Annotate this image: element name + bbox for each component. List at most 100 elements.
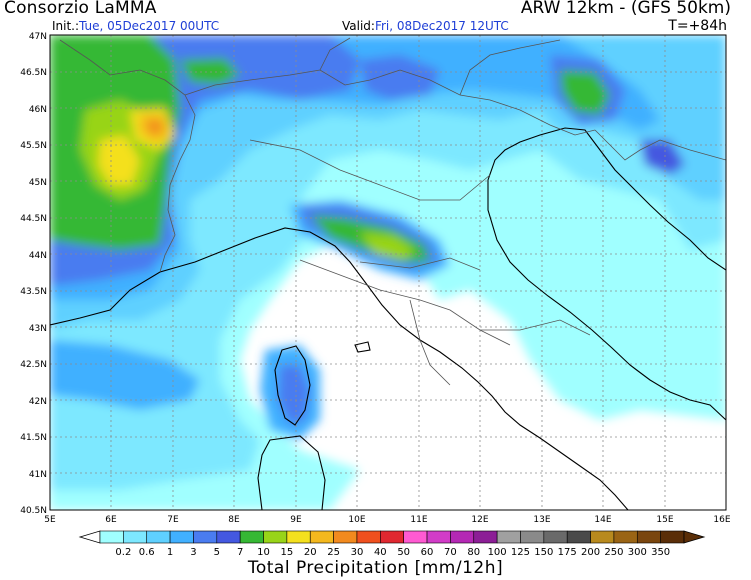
colorbar-label: 15	[281, 547, 294, 558]
colorbar-label: 30	[351, 547, 364, 558]
lat-tick: 46N	[29, 105, 47, 115]
colorbar-label: 40	[374, 547, 387, 558]
colorbar-label: 0.2	[115, 547, 131, 558]
colorbar-arrow-left	[78, 530, 101, 544]
valid-time: Valid:Fri, 08Dec2017 12UTC	[342, 19, 509, 33]
colorbar-swatch	[216, 530, 241, 544]
precip-area-c8b	[360, 232, 415, 260]
lat-tick: 45.5N	[20, 141, 47, 151]
lat-tick: 46.5N	[20, 68, 47, 78]
lon-tick: 5E	[44, 515, 56, 525]
colorbar-label: 250	[604, 547, 623, 558]
colorbar-label: 300	[628, 547, 647, 558]
colorbar-swatch	[169, 530, 194, 544]
colorbar-swatch	[309, 530, 334, 544]
colorbar-swatch	[473, 530, 498, 544]
colorbar-swatch	[496, 530, 521, 544]
lat-tick: 41N	[29, 470, 47, 480]
lat-tick: 47N	[29, 32, 47, 42]
lon-tick: 10E	[348, 515, 365, 525]
colorbar-label: 1	[167, 547, 173, 558]
elba-coast	[354, 341, 371, 353]
colorbar-label: 7	[237, 547, 243, 558]
colorbar-label: 25	[327, 547, 340, 558]
colorbar-swatch	[613, 530, 638, 544]
colorbar-swatch	[123, 530, 148, 544]
lon-tick: 11E	[410, 515, 427, 525]
colorbar-swatch	[286, 530, 311, 544]
valid-value: Fri, 08Dec2017 12UTC	[374, 19, 509, 33]
lat-tick: 44.5N	[20, 214, 47, 224]
sardinia-coast	[257, 435, 326, 510]
colorbar-label: 50	[397, 547, 410, 558]
precip-area-c6	[640, 140, 685, 175]
lat-tick: 42N	[29, 397, 47, 407]
lon-tick: 13E	[533, 515, 550, 525]
colorbar-swatch	[99, 530, 124, 544]
colorbar-label: 175	[558, 547, 577, 558]
colorbar-swatch	[450, 530, 475, 544]
forecast-step: T=+84h	[668, 18, 727, 34]
lon-tick: 6E	[105, 515, 117, 525]
lat-tick: 44N	[29, 251, 47, 261]
init-time: Init.:Tue, 05Dec2017 00UTC	[52, 19, 219, 33]
graticule	[50, 35, 726, 510]
colorbar-label: 350	[651, 547, 670, 558]
init-value: Tue, 05Dec2017 00UTC	[79, 19, 220, 33]
producer-title: Consorzio LaMMA	[4, 0, 157, 18]
coastlines	[50, 127, 726, 510]
borders	[59, 37, 726, 386]
colorbar-label: 200	[581, 547, 600, 558]
precip-field	[50, 35, 726, 510]
colorbar-label: 60	[421, 547, 434, 558]
lon-tick: 7E	[167, 515, 179, 525]
colorbar-swatch	[333, 530, 358, 544]
colorbar-label: 5	[214, 547, 220, 558]
colorbar-label: 125	[511, 547, 530, 558]
colorbar-swatch	[239, 530, 264, 544]
lat-tick: 45N	[29, 178, 47, 188]
lon-tick: 15E	[656, 515, 673, 525]
lon-tick: 12E	[471, 515, 488, 525]
lon-tick: 8E	[228, 515, 240, 525]
colorbar-label: 10	[257, 547, 270, 558]
valid-label: Valid:	[342, 19, 375, 33]
colorbar-swatch	[146, 530, 171, 544]
lat-tick: 40.5N	[20, 506, 47, 516]
precip-area-c9	[98, 135, 140, 185]
model-title: ARW 12km - (GFS 50km)	[520, 0, 731, 18]
colorbar-arrow-right	[683, 530, 706, 544]
precip-area-c4	[50, 35, 660, 300]
colorbar-swatch	[543, 530, 568, 544]
lat-tick: 43N	[29, 324, 47, 334]
colorbar-swatch	[193, 530, 218, 544]
lat-tick: 41.5N	[20, 433, 47, 443]
colorbar-swatch	[403, 530, 428, 544]
plot-frame	[49, 34, 727, 511]
colorbar-label: 70	[444, 547, 457, 558]
precip-area-c7c	[560, 70, 610, 115]
colorbar-label: 150	[534, 547, 553, 558]
lat-tick: 43.5N	[20, 287, 47, 297]
precip-area-c7d	[180, 58, 240, 85]
lon-tick: 14E	[594, 515, 611, 525]
precip-area-c11	[148, 120, 162, 134]
lon-tick: 9E	[290, 515, 302, 525]
colorbar-swatch	[263, 530, 288, 544]
colorbar-label: 3	[190, 547, 196, 558]
longitude-ticks: 5E 6E 7E 8E 9E 10E 11E 12E 13E 14E 15E 1…	[44, 515, 731, 525]
colorbar-swatch	[426, 530, 451, 544]
colorbar-swatch	[566, 530, 591, 544]
precip-area-c5c	[278, 365, 310, 425]
colorbar-swatch	[520, 530, 545, 544]
colorbar-swatch	[380, 530, 404, 544]
lat-tick: 42.5N	[20, 360, 47, 370]
corsica-coast	[274, 345, 311, 426]
latitude-ticks: 47N 46.5N 46N 45.5N 45N 44.5N 44N 43.5N …	[20, 32, 47, 516]
lon-tick: 16E	[713, 515, 730, 525]
precip-area-c4d	[50, 340, 200, 410]
init-label: Init.:	[52, 19, 80, 33]
colorbar-swatch	[356, 530, 381, 544]
colorbar-label: 0.6	[139, 547, 155, 558]
legend-title: Total Precipitation [mm/12h]	[247, 558, 504, 578]
